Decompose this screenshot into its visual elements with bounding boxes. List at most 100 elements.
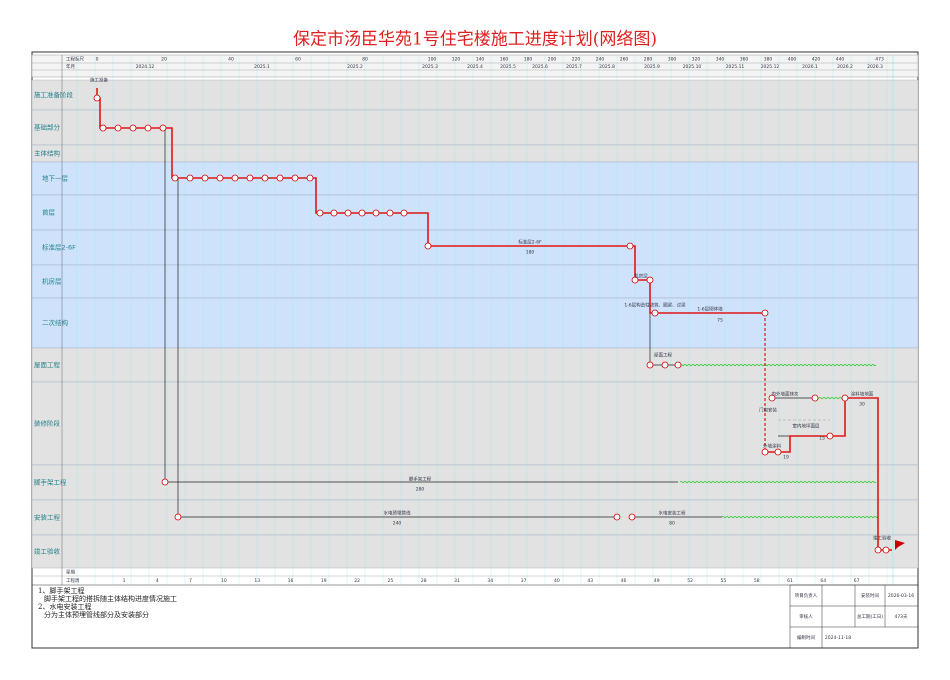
- month: 2026.1: [802, 64, 818, 70]
- signoff-cell: 总工期(工日): [857, 613, 883, 620]
- task-label: 屋面工程: [654, 352, 672, 359]
- task-label: 水电安装工程: [659, 510, 686, 517]
- node: [386, 209, 394, 217]
- signoff-cell: 2026-03-16: [888, 593, 914, 599]
- task-days: 15: [819, 436, 825, 442]
- node: [761, 448, 769, 456]
- week: 19: [321, 578, 327, 584]
- task-label: 施工准备: [90, 77, 108, 84]
- row-band: [31, 534, 919, 569]
- node: [291, 174, 299, 182]
- node: [246, 174, 254, 182]
- task-label: 外墙涂料: [763, 443, 781, 450]
- week: 58: [754, 578, 760, 584]
- node: [174, 513, 182, 521]
- scale-mark: 340: [716, 57, 725, 63]
- scale-mark: 40: [228, 57, 234, 63]
- node: [811, 394, 819, 402]
- week: 37: [521, 578, 527, 584]
- finish-flag: [895, 540, 905, 550]
- node: [631, 276, 639, 284]
- week-row-label: 工程周: [66, 577, 80, 584]
- week: 40: [554, 578, 560, 584]
- month: 2025.5: [500, 64, 516, 70]
- free-float: [679, 480, 877, 484]
- node: [358, 209, 366, 217]
- week: 13: [254, 578, 260, 584]
- node: [159, 124, 167, 132]
- task-days: 180: [526, 250, 535, 256]
- node: [186, 174, 194, 182]
- month: 2024.12: [136, 64, 155, 70]
- signoff-cell: 编制时间: [797, 634, 815, 641]
- scale-mark: 360: [740, 57, 749, 63]
- month: 2025.11: [726, 64, 745, 70]
- row-label: 施工准备阶段: [34, 90, 74, 99]
- week: 46: [621, 578, 627, 584]
- week: 10: [221, 578, 227, 584]
- scale-mark: 400: [788, 57, 797, 63]
- month: 2026.2: [837, 64, 853, 70]
- node: [129, 124, 137, 132]
- free-float: [679, 363, 877, 367]
- scale-mark: 200: [548, 57, 557, 63]
- node: [613, 513, 621, 521]
- week: 34: [487, 578, 493, 584]
- note: 1、脚手架工程: [38, 586, 84, 595]
- header-band: [31, 54, 919, 78]
- week: 52: [687, 578, 693, 584]
- scale-mark: 240: [596, 57, 605, 63]
- node: [114, 124, 122, 132]
- node: [674, 361, 682, 369]
- week: 22: [354, 578, 360, 584]
- task-label: 1-6层构造柱浇筑、圈梁、过梁: [624, 302, 686, 309]
- node: [661, 361, 669, 369]
- node: [171, 174, 179, 182]
- week: 43: [587, 578, 593, 584]
- node: [261, 174, 269, 182]
- node: [761, 309, 769, 317]
- month: 2025.1: [254, 64, 270, 70]
- row-label: 基础部分: [34, 123, 61, 132]
- node: [231, 174, 239, 182]
- month: 2025.7: [566, 64, 582, 70]
- task-label: 涂料墙地面: [851, 391, 874, 398]
- row-label: 脚手架工程: [34, 478, 67, 487]
- month: 2026.3: [867, 64, 883, 70]
- note: 2、水电安装工程: [38, 602, 91, 611]
- task-label: 室内地坪面层: [793, 423, 820, 430]
- row-label: 二次结构: [42, 318, 69, 327]
- task-label: 竣工验收: [873, 535, 891, 542]
- month: 2025.8: [599, 64, 615, 70]
- free-float: [814, 396, 848, 400]
- row-label: 竣工验收: [34, 547, 61, 556]
- node: [276, 174, 284, 182]
- row-band: [31, 79, 919, 111]
- signoff-cell: 2024-11-18: [825, 635, 851, 641]
- task-label: 门窗安装: [759, 407, 777, 414]
- node: [400, 209, 408, 217]
- week: 31: [454, 578, 460, 584]
- node: [161, 478, 169, 486]
- task-days: 80: [669, 521, 675, 527]
- task-label: 内外墙面抹灰: [772, 391, 799, 398]
- row-label: 装修阶段: [34, 419, 61, 428]
- node: [316, 209, 324, 217]
- task-days: 280: [416, 487, 425, 493]
- node: [768, 394, 776, 402]
- month: 2025.10: [683, 64, 702, 70]
- row-label: 屋面工程: [34, 360, 61, 369]
- scale-mark: 160: [500, 57, 509, 63]
- node: [628, 513, 636, 521]
- row-label: 标准层2-6F: [42, 243, 76, 252]
- week: 25: [388, 578, 394, 584]
- scale-mark: 60: [295, 57, 301, 63]
- scale-mark: 180: [524, 57, 533, 63]
- scale-mark: 80: [362, 57, 368, 63]
- row-band: [31, 264, 919, 299]
- node: [646, 361, 654, 369]
- node: [651, 309, 659, 317]
- task-days: 240: [393, 521, 402, 527]
- row-label: 首层: [42, 208, 56, 217]
